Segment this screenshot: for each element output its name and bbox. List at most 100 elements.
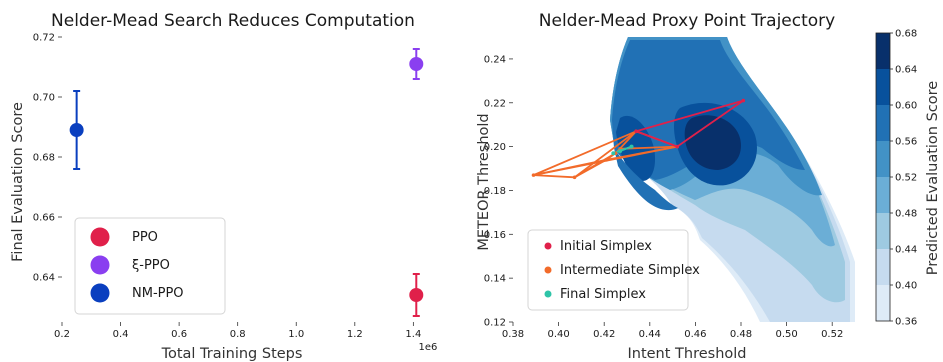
colorbar-band xyxy=(876,105,890,141)
intermediate-simplex-point xyxy=(604,157,609,162)
left-x-axis-label: Total Training Steps xyxy=(161,346,303,362)
contour-level-068-core xyxy=(684,115,741,170)
right-x-tick-label: 0.40 xyxy=(547,329,569,340)
left-x-multiplier: 1e6 xyxy=(419,342,438,353)
right-chart-trajectory xyxy=(531,98,746,180)
colorbar-band xyxy=(876,285,890,321)
right-chart-ticks: 0.38 0.40 0.42 0.44 0.46 0.48 0.50 0.52 0.12 0.14… xyxy=(484,54,844,340)
colorbar-band xyxy=(876,249,890,285)
initial-simplex-point xyxy=(675,144,679,149)
left-y-tick-label: 0.70 xyxy=(33,93,55,104)
right-x-axis-label: Intent Threshold xyxy=(627,346,746,362)
right-x-tick-label: 0.48 xyxy=(730,329,752,340)
colorbar-band xyxy=(876,141,890,177)
colorbar-tick-label: 0.68 xyxy=(895,29,917,40)
legend-marker-intermediate-simplex xyxy=(544,266,552,274)
legend-label-final-simplex: Final Simplex xyxy=(560,287,646,302)
left-x-tick-label: 1.2 xyxy=(347,329,363,340)
left-legend-box xyxy=(74,217,226,315)
intermediate-simplex-edge xyxy=(574,130,637,179)
left-legend: PPO ξ-PPO NM-PPO xyxy=(74,217,226,315)
left-x-tick-label: 0.8 xyxy=(230,329,246,340)
legend-label-xi-ppo: ξ-PPO xyxy=(132,258,170,273)
colorbar-label: Predicted Evaluation Score xyxy=(925,81,941,275)
right-y-axis-label: METEOR Threshold xyxy=(476,113,492,250)
left-x-tick-label: 1.4 xyxy=(405,329,421,340)
right-x-tick-label: 0.38 xyxy=(502,329,524,340)
contour-lower-edge xyxy=(614,148,678,211)
contour-field xyxy=(610,37,855,322)
intermediate-simplex-point xyxy=(572,175,577,180)
colorbar-tick-label: 0.44 xyxy=(895,245,917,256)
right-x-tick-label: 0.44 xyxy=(639,329,661,340)
right-x-tick-label: 0.46 xyxy=(684,329,706,340)
right-chart-title: Nelder-Mead Proxy Point Trajectory xyxy=(539,11,835,31)
right-y-tick-label: 0.14 xyxy=(484,274,506,285)
right-legend: Initial Simplex Intermediate Simplex Fin… xyxy=(527,229,700,311)
colorbar-band xyxy=(876,33,890,69)
left-x-tick-label: 0.2 xyxy=(54,329,70,340)
colorbar-tick-label: 0.52 xyxy=(895,173,917,184)
right-x-tick-label: 0.50 xyxy=(775,329,797,340)
legend-marker-final-simplex xyxy=(544,290,552,298)
colorbar: 0.36 0.40 0.44 0.48 0.52 0.56 0.60 0.64 0.68 Pre… xyxy=(875,29,941,328)
right-chart: Nelder-Mead Proxy Point Trajectory 0.38 0… xyxy=(476,11,855,362)
colorbar-bands xyxy=(876,33,890,321)
legend-marker-xi-ppo xyxy=(90,255,110,275)
right-y-tick-label: 0.24 xyxy=(484,54,506,65)
colorbar-tick-label: 0.56 xyxy=(895,137,917,148)
right-y-tick-label: 0.18 xyxy=(484,186,506,197)
right-x-tick-label: 0.52 xyxy=(821,329,843,340)
legend-label-ppo: PPO xyxy=(132,230,158,245)
left-y-tick-label: 0.72 xyxy=(33,33,55,44)
initial-simplex-edge xyxy=(676,99,744,148)
colorbar-tick-label: 0.40 xyxy=(895,281,917,292)
initial-simplex-point xyxy=(741,98,746,103)
right-y-tick-label: 0.22 xyxy=(484,98,506,109)
colorbar-band xyxy=(876,69,890,105)
initial-simplex-edge xyxy=(635,99,744,133)
initial-simplex-edge xyxy=(635,130,678,148)
right-x-tick-label: 0.42 xyxy=(593,329,615,340)
legend-marker-ppo xyxy=(90,227,110,247)
intermediate-simplex-edge xyxy=(606,145,678,161)
left-y-tick-label: 0.64 xyxy=(33,273,55,284)
intermediate-simplex-point xyxy=(531,173,536,177)
left-chart-marks xyxy=(69,48,424,317)
colorbar-band xyxy=(876,177,890,213)
right-y-tick-label: 0.12 xyxy=(484,318,506,329)
colorbar-tick-label: 0.64 xyxy=(895,65,917,76)
colorbar-tick-label: 0.48 xyxy=(895,209,917,220)
left-chart-ticks: 0.2 0.4 0.6 0.8 1.0 1.2 1.4 0.64 0.66 0.68 0.70 0.7… xyxy=(33,33,422,341)
left-x-tick-label: 0.4 xyxy=(113,329,129,340)
left-y-tick-label: 0.68 xyxy=(33,153,55,164)
intermediate-simplex-edge xyxy=(533,158,607,176)
colorbar-tick-label: 0.60 xyxy=(895,101,917,112)
final-simplex-point xyxy=(611,151,616,156)
right-legend-box xyxy=(527,229,689,311)
colorbar-tick-label: 0.36 xyxy=(895,317,917,328)
intermediate-simplex-edge xyxy=(533,130,637,176)
data-point xyxy=(409,288,424,302)
left-y-tick-label: 0.66 xyxy=(33,213,55,224)
right-y-tick-label: 0.16 xyxy=(484,230,506,241)
final-simplex-point xyxy=(629,144,634,149)
data-point xyxy=(69,123,84,137)
left-y-axis-label: Final Evaluation Score xyxy=(10,102,26,262)
legend-label-nm-ppo: NM-PPO xyxy=(132,286,184,301)
colorbar-ticks: 0.36 0.40 0.44 0.48 0.52 0.56 0.60 0.64 0.68 xyxy=(890,29,917,328)
legend-label-initial-simplex: Initial Simplex xyxy=(560,239,652,254)
intermediate-simplex-edge xyxy=(620,145,678,150)
left-x-tick-label: 0.6 xyxy=(171,329,187,340)
colorbar-band xyxy=(876,213,890,249)
initial-simplex-point xyxy=(634,129,638,134)
right-y-tick-label: 0.20 xyxy=(484,142,506,153)
legend-marker-initial-simplex xyxy=(544,242,552,250)
left-chart: Nelder-Mead Search Reduces Computation 0… xyxy=(10,11,437,362)
intermediate-simplex-edge xyxy=(533,174,575,179)
left-chart-title: Nelder-Mead Search Reduces Computation xyxy=(51,11,415,31)
intermediate-simplex-edge xyxy=(574,152,617,179)
legend-marker-nm-ppo xyxy=(90,283,110,303)
legend-label-intermediate-simplex: Intermediate Simplex xyxy=(560,263,700,278)
